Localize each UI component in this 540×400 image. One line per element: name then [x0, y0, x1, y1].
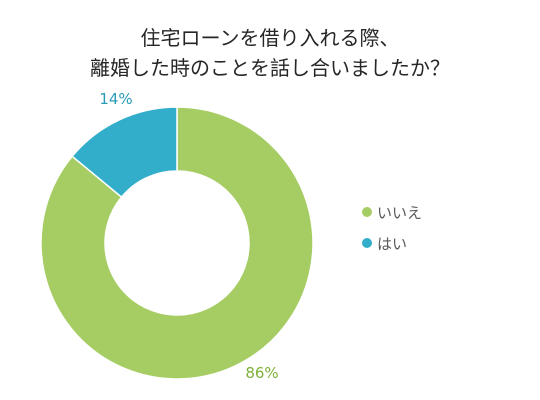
legend-label-no: いいえ [377, 203, 423, 222]
legend-marker-no [362, 207, 372, 217]
legend-item-yes: はい [362, 233, 422, 253]
slice-yes [71, 106, 178, 199]
legend-label-yes: はい [377, 234, 408, 253]
legend-item-no: いいえ [362, 202, 422, 222]
legend: いいえ はい [362, 202, 422, 264]
chart-title-line-1: 住宅ローンを借り入れる際、 [140, 26, 400, 50]
data-label-yes: 14% [99, 90, 132, 108]
legend-marker-yes [362, 238, 372, 248]
data-label-no: 86% [245, 364, 278, 382]
slice-no [40, 106, 314, 380]
chart-title-line-2: 離婚した時のことを話し合いましたか？ [90, 56, 450, 80]
